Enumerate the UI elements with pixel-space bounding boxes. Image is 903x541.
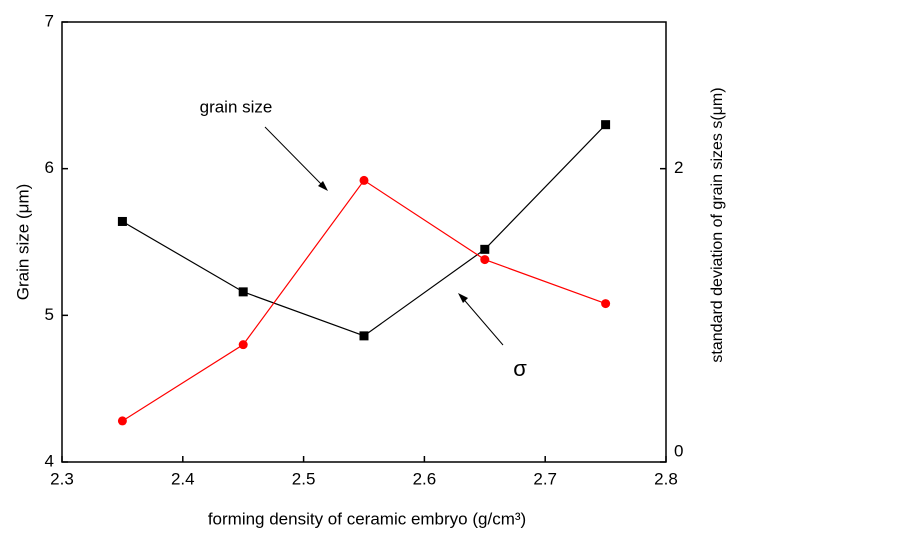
plot-frame	[61, 21, 667, 463]
x-axis-label: forming density of ceramic embryo (g/cm³…	[208, 509, 526, 528]
marker	[238, 340, 248, 350]
x-tick-label: 2.5	[292, 469, 316, 488]
y-tick-label: 5	[45, 305, 54, 324]
y-tick-label: 4	[45, 451, 54, 470]
annotation: σ	[513, 356, 527, 381]
annotation-arrow	[264, 126, 327, 190]
marker	[238, 287, 248, 297]
marker	[601, 120, 611, 130]
marker	[359, 175, 369, 185]
y-tick-label: 6	[45, 158, 54, 177]
marker	[359, 331, 369, 341]
y2-tick-label: 2	[674, 158, 683, 177]
x-tick-label: 2.8	[654, 469, 678, 488]
arrow-head	[458, 293, 468, 303]
marker	[480, 244, 490, 254]
marker	[601, 299, 611, 309]
annotation: grain size	[200, 97, 273, 116]
y-tick-label: 7	[45, 11, 54, 30]
marker	[480, 255, 490, 265]
y-axis-label: Grain size (μm)	[13, 184, 32, 301]
x-tick-label: 2.3	[50, 469, 74, 488]
series-line	[122, 124, 607, 337]
marker	[117, 416, 127, 426]
marker	[117, 216, 127, 226]
y2-tick-label: 0	[674, 441, 683, 460]
y2-axis-label: standard deviation of grain sizes s(μm)	[709, 87, 726, 362]
x-tick-label: 2.7	[533, 469, 557, 488]
arrow-head	[318, 181, 328, 191]
x-tick-label: 2.6	[413, 469, 437, 488]
series-line	[122, 179, 606, 422]
x-tick-label: 2.4	[171, 469, 195, 488]
annotation-arrow	[459, 294, 504, 346]
